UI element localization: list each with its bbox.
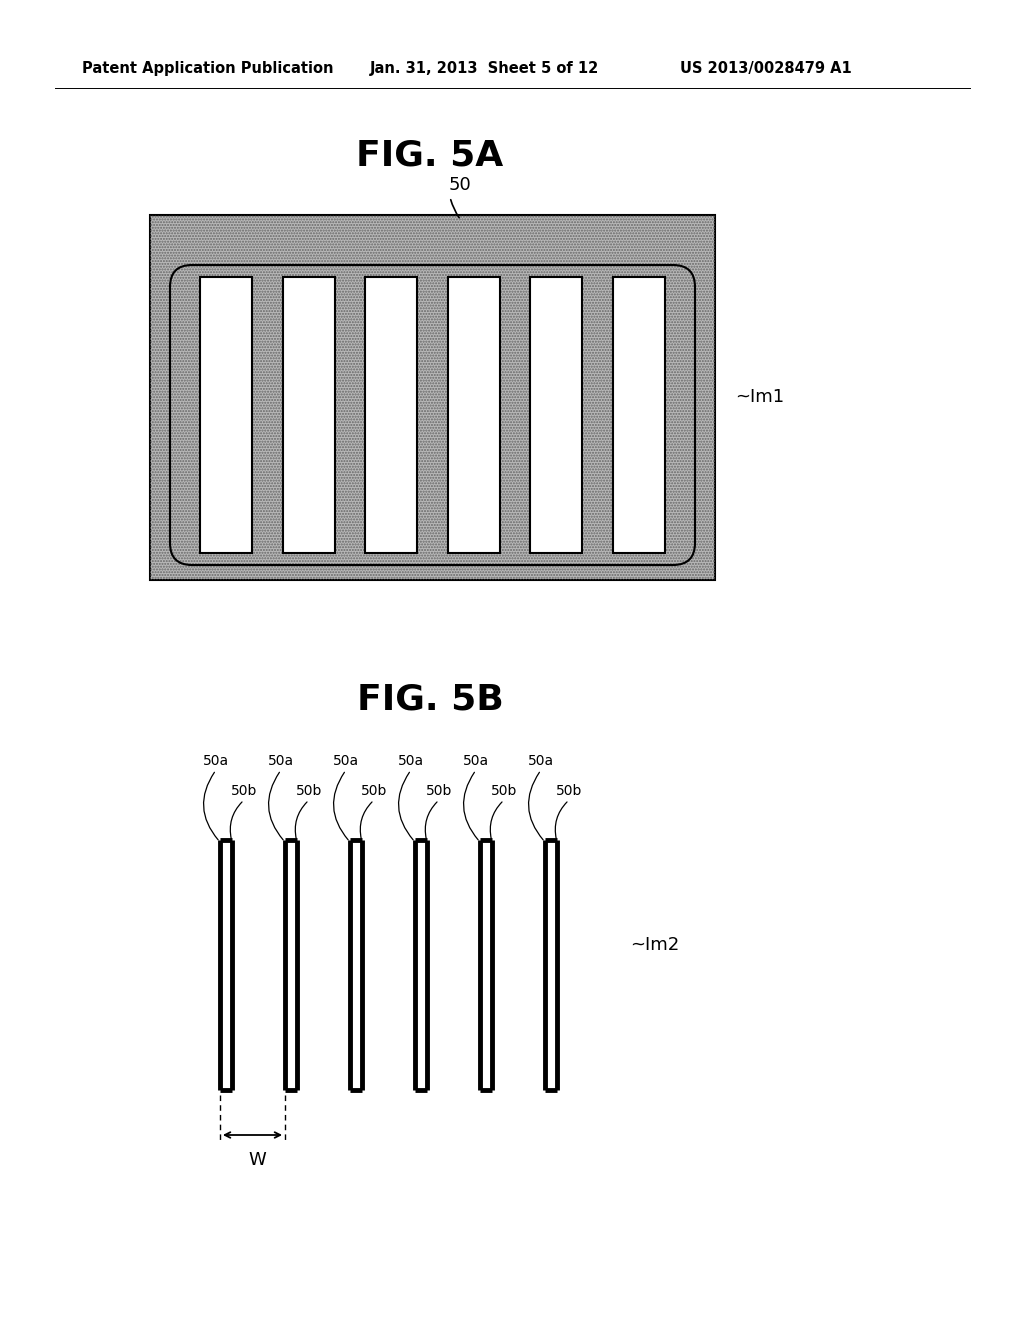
Text: 50b: 50b	[296, 784, 323, 799]
Bar	[150, 215, 715, 579]
Bar	[283, 277, 335, 553]
Bar	[150, 215, 715, 579]
Text: Jan. 31, 2013  Sheet 5 of 12: Jan. 31, 2013 Sheet 5 of 12	[370, 61, 599, 75]
Text: 50b: 50b	[556, 784, 583, 799]
Text: 50a: 50a	[333, 754, 359, 768]
Text: 50a: 50a	[268, 754, 294, 768]
Text: 50b: 50b	[230, 784, 257, 799]
Bar	[201, 277, 253, 553]
Text: FIG. 5B: FIG. 5B	[356, 682, 504, 717]
Text: 50a: 50a	[463, 754, 489, 768]
Text: FIG. 5A: FIG. 5A	[356, 139, 504, 172]
Text: 50b: 50b	[360, 784, 387, 799]
Bar	[530, 277, 582, 553]
Text: W: W	[249, 1151, 266, 1170]
Text: 50: 50	[449, 176, 471, 194]
Text: ~Im2: ~Im2	[630, 936, 679, 954]
Text: 50b: 50b	[490, 784, 517, 799]
Text: Patent Application Publication: Patent Application Publication	[82, 61, 334, 75]
Text: ~Im1: ~Im1	[735, 388, 784, 407]
Text: 50a: 50a	[398, 754, 424, 768]
Bar	[366, 277, 418, 553]
Bar	[612, 277, 665, 553]
Text: US 2013/0028479 A1: US 2013/0028479 A1	[680, 61, 852, 75]
Text: 50a: 50a	[203, 754, 229, 768]
Bar	[447, 277, 500, 553]
Text: 50a: 50a	[528, 754, 554, 768]
Text: 50b: 50b	[426, 784, 453, 799]
